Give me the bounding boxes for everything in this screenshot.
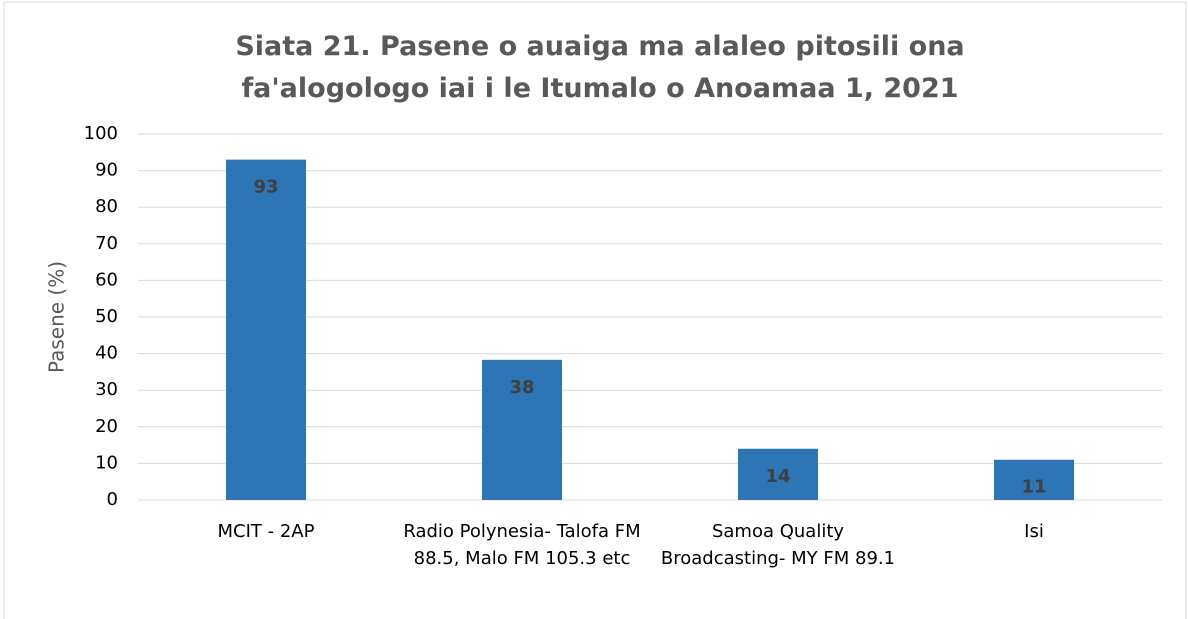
data-label: 14 — [765, 466, 790, 487]
x-tick-label: Isi — [1024, 521, 1044, 542]
bar — [738, 448, 818, 500]
y-tick-label: 0 — [107, 489, 118, 510]
y-tick-label: 100 — [84, 123, 118, 144]
y-axis-label: Pasene (%) — [45, 261, 69, 373]
bar — [226, 159, 306, 500]
chart-title: Siata 21. Pasene o auaiga ma alaleo pito… — [235, 31, 965, 104]
y-tick-label: 50 — [95, 306, 118, 327]
data-label: 11 — [1021, 477, 1046, 498]
y-tick-label: 60 — [95, 269, 118, 290]
x-tick-label: Radio Polynesia- Talofa FM 88.5, Malo FM… — [403, 521, 641, 569]
data-label: 38 — [509, 377, 534, 398]
y-tick-label: 80 — [95, 196, 118, 217]
data-label: 93 — [253, 177, 278, 198]
chart-frame — [3, 1, 1187, 619]
bar — [482, 359, 562, 500]
x-tick-label: MCIT - 2AP — [217, 521, 315, 542]
y-tick-label: 70 — [95, 233, 118, 254]
x-tick-label: Samoa Quality Broadcasting- MY FM 89.1 — [660, 521, 896, 569]
bar — [994, 459, 1074, 500]
y-tick-label: 90 — [95, 160, 118, 181]
y-tick-label: 30 — [95, 379, 118, 400]
y-tick-label: 20 — [95, 416, 118, 437]
y-tick-label: 40 — [95, 343, 118, 364]
y-tick-label: 10 — [95, 452, 118, 473]
